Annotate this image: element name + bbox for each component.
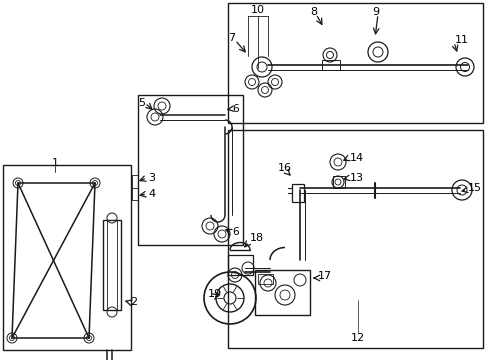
Text: 10: 10 <box>250 5 264 15</box>
Text: 4: 4 <box>148 189 155 199</box>
Text: 2: 2 <box>130 297 137 307</box>
Text: 13: 13 <box>349 173 363 183</box>
Bar <box>254 270 309 315</box>
Text: 6: 6 <box>231 104 238 114</box>
Text: 11: 11 <box>454 35 468 45</box>
Bar <box>227 255 252 275</box>
Text: 15: 15 <box>467 183 481 193</box>
Bar <box>332 176 345 188</box>
Bar <box>138 95 243 245</box>
Bar <box>103 220 121 310</box>
Text: 12: 12 <box>350 333 365 343</box>
Text: 19: 19 <box>207 289 222 299</box>
Bar <box>291 184 304 202</box>
Text: 7: 7 <box>227 33 235 43</box>
Text: 9: 9 <box>371 7 378 17</box>
Text: 17: 17 <box>317 271 331 281</box>
Text: 5: 5 <box>138 98 145 108</box>
Bar <box>227 130 482 348</box>
Bar <box>3 165 131 350</box>
Bar <box>321 60 339 70</box>
Text: 8: 8 <box>309 7 317 17</box>
Bar <box>258 274 272 284</box>
Text: 14: 14 <box>349 153 364 163</box>
Text: 18: 18 <box>249 233 264 243</box>
Bar <box>227 3 482 123</box>
Text: 1: 1 <box>51 158 59 168</box>
Text: 6: 6 <box>231 227 238 237</box>
Text: 16: 16 <box>278 163 291 173</box>
Text: 3: 3 <box>148 173 155 183</box>
